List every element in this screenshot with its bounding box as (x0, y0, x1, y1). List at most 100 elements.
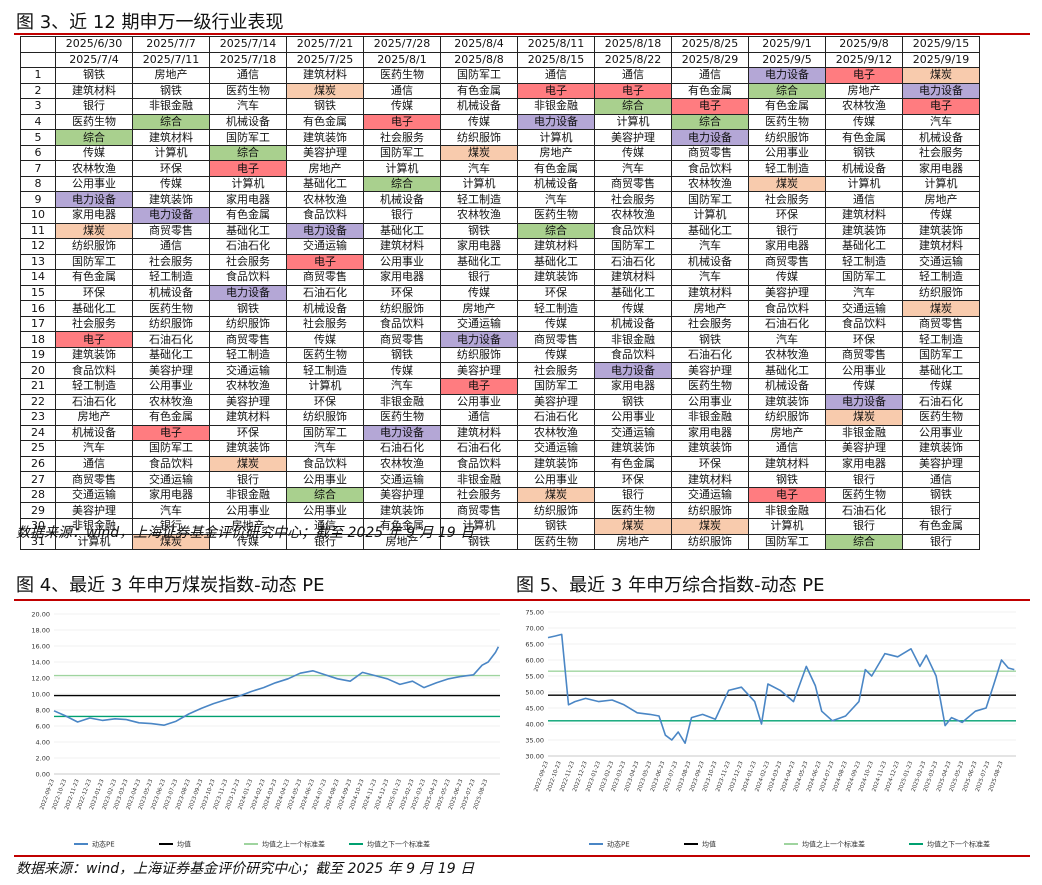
industry-cell: 公用事业 (594, 409, 672, 426)
fig5-title: 图 5、最近 3 年申万综合指数-动态 PE (516, 575, 825, 596)
industry-cell: 医药生物 (363, 409, 441, 426)
industry-cell: 综合 (209, 144, 287, 162)
industry-cell: 煤炭 (902, 300, 980, 317)
period-header-cell: 2025/8/1 (363, 51, 441, 69)
industry-cell: 商贸零售 (55, 471, 133, 488)
y-tick-label: 75.00 (525, 609, 544, 617)
period-header-cell: 2025/8/18 (594, 36, 672, 53)
fig45-source-note: 数据来源：wind，上海证券基金评价研究中心；截至 2025 年 9 月 19 … (16, 861, 475, 877)
rank-cell: 20 (20, 362, 56, 380)
industry-cell: 石油石化 (671, 346, 749, 364)
table-row: 31 计算机 煤炭 传媒 银行 房地产 钢铁 医药生物 房地产 纺织服饰 国防军工 综合 银行 (20, 533, 980, 551)
period-header-cell: 2025/8/22 (594, 51, 672, 69)
rank-cell: 24 (20, 424, 56, 442)
industry-cell: 计算机 (363, 160, 441, 177)
industry-cell: 有色金属 (286, 113, 364, 131)
industry-cell: 汽车 (825, 284, 903, 302)
industry-cell: 家用电器 (671, 424, 749, 442)
industry-cell: 有色金属 (209, 207, 287, 224)
industry-cell: 建筑材料 (671, 471, 749, 488)
industry-cell: 农林牧渔 (671, 175, 749, 193)
y-tick-label: 6.00 (36, 723, 50, 731)
industry-cell: 电子 (363, 113, 441, 131)
industry-cell: 环保 (517, 284, 595, 302)
industry-cell: 交通运输 (286, 238, 364, 255)
rank-cell: 17 (20, 315, 56, 333)
industry-cell: 社会服务 (55, 315, 133, 333)
industry-cell: 商贸零售 (594, 175, 672, 193)
rank-cell: 5 (20, 129, 56, 146)
table-row: 2 建筑材料 钢铁 医药生物 煤炭 通信 有色金属 电子 电子 有色金属 综合 房地产 电力设备 (20, 82, 980, 100)
industry-cell: 有色金属 (55, 269, 133, 286)
industry-cell: 有色金属 (671, 82, 749, 100)
industry-cell: 非银金融 (132, 98, 210, 115)
industry-cell: 机械设备 (671, 253, 749, 271)
industry-cell: 电子 (825, 67, 903, 84)
industry-cell: 国防军工 (902, 346, 980, 364)
industry-cell: 纺织服饰 (902, 284, 980, 302)
industry-cell: 传媒 (440, 113, 518, 131)
industry-cell: 煤炭 (55, 222, 133, 240)
y-tick-label: 55.00 (525, 673, 544, 681)
industry-cell: 国防军工 (55, 253, 133, 271)
industry-cell: 社会服务 (286, 315, 364, 333)
industry-cell: 房地产 (517, 144, 595, 162)
industry-cell: 商贸零售 (363, 331, 441, 348)
industry-cell: 基础化工 (594, 284, 672, 302)
industry-cell: 环保 (671, 455, 749, 473)
table-row: 22 石油石化 农林牧渔 美容护理 环保 非银金融 公用事业 美容护理 钢铁 公用事业 建筑装饰 电力… (20, 393, 980, 411)
table-row: 27 商贸零售 交通运输 银行 公用事业 交通运输 非银金融 公用事业 环保 建筑材料 钢铁 银行 通信 (20, 471, 980, 488)
period-header-cell: 2025/9/5 (748, 51, 826, 69)
industry-cell: 电子 (671, 98, 749, 115)
y-tick-label: 40.00 (525, 721, 544, 729)
rank-cell: 1 (20, 67, 56, 84)
industry-cell: 基础化工 (440, 253, 518, 271)
industry-cell: 石油石化 (132, 331, 210, 348)
industry-cell: 环保 (132, 160, 210, 177)
rank-cell: 28 (20, 486, 56, 504)
industry-cell: 家用电器 (55, 207, 133, 224)
industry-cell: 计算机 (671, 207, 749, 224)
industry-cell: 钢铁 (363, 346, 441, 364)
table-row: 3 银行 非银金融 汽车 钢铁 传媒 机械设备 非银金融 综合 电子 有色金属 农林牧渔 电子 (20, 98, 980, 115)
table-row: 7 农林牧渔 环保 电子 房地产 计算机 汽车 有色金属 汽车 食品饮料 轻工制造 机械设备 家用电器 (20, 160, 980, 177)
industry-cell: 房地产 (132, 67, 210, 84)
table-row: 28 交通运输 家用电器 非银金融 综合 美容护理 社会服务 煤炭 银行 交通运输 电子 医药生物 钢铁 (20, 486, 980, 504)
rank-cell: 26 (20, 455, 56, 473)
table-row: 11 煤炭 商贸零售 基础化工 电力设备 基础化工 钢铁 综合 食品饮料 基础化工 银行 建筑装饰 建筑… (20, 222, 980, 240)
table-row: 10 家用电器 电力设备 有色金属 食品饮料 银行 农林牧渔 医药生物 农林牧渔 计算机 环保 建筑材… (20, 207, 980, 224)
industry-cell: 电子 (55, 331, 133, 348)
period-header-cell: 2025/9/19 (902, 51, 980, 69)
industry-cell: 社会服务 (671, 315, 749, 333)
legend-label: 动态PE (607, 840, 630, 849)
industry-cell: 煤炭 (209, 455, 287, 473)
header-row-start-dates: 2025/6/30 2025/7/7 2025/7/14 2025/7/21 2025/… (20, 36, 980, 53)
industry-cell: 纺织服饰 (55, 238, 133, 255)
rank-cell: 8 (20, 175, 56, 193)
industry-cell: 建筑材料 (902, 238, 980, 255)
period-header-cell: 2025/9/8 (825, 36, 903, 53)
industry-cell: 石油石化 (517, 409, 595, 426)
industry-cell: 家用电器 (209, 191, 287, 209)
industry-cell: 钢铁 (440, 533, 518, 551)
industry-cell: 交通运输 (671, 486, 749, 504)
industry-cell: 银行 (825, 471, 903, 488)
industry-cell: 计算机 (902, 175, 980, 193)
industry-cell: 公用事业 (132, 378, 210, 395)
rank-cell: 10 (20, 207, 56, 224)
rank-cell: 22 (20, 393, 56, 411)
industry-cell: 基础化工 (748, 362, 826, 380)
industry-cell: 有色金属 (748, 98, 826, 115)
industry-cell: 轻工制造 (55, 378, 133, 395)
industry-cell: 煤炭 (825, 409, 903, 426)
industry-cell: 建筑材料 (748, 455, 826, 473)
industry-cell: 社会服务 (132, 253, 210, 271)
industry-cell: 机械设备 (286, 300, 364, 317)
industry-cell: 通信 (440, 409, 518, 426)
chart-background (514, 604, 1030, 854)
charts-title-rule (14, 599, 1030, 601)
rank-cell: 31 (20, 533, 56, 551)
industry-cell: 交通运输 (440, 315, 518, 333)
industry-cell: 国防军工 (671, 191, 749, 209)
industry-cell: 石油石化 (902, 393, 980, 411)
